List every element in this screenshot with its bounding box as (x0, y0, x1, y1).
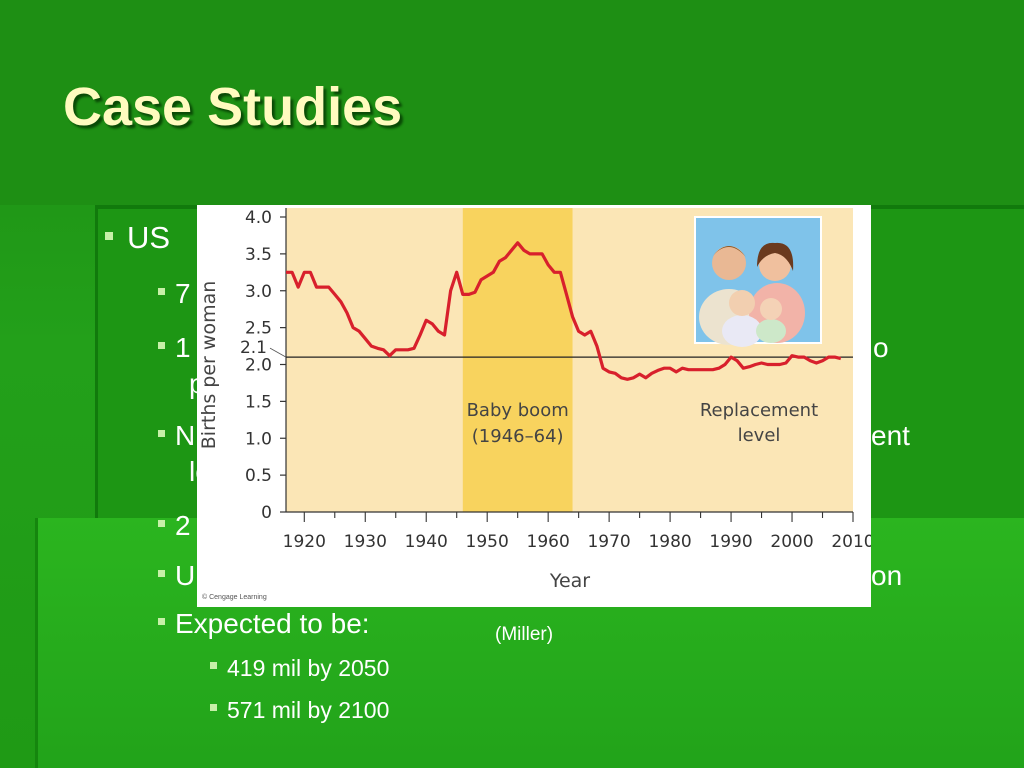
x-tick-label: 2000 (770, 532, 813, 552)
bullet-item: U (158, 560, 195, 592)
bullet-text: 571 mil by 2100 (227, 697, 390, 723)
y-tick-label: 2.0 (245, 356, 272, 376)
slide-title: Case Studies (63, 77, 403, 137)
photo-father-hair (712, 246, 746, 257)
bullet-icon (105, 231, 113, 240)
photo-mother-hair (757, 242, 794, 271)
x-axis: 1920 1930 1940 1950 1960 1970 1980 1990 2000 2010 (283, 511, 875, 552)
bullet-text: Expected to be: (175, 608, 370, 639)
bullet-item: 571 mil by 2100 (210, 697, 389, 724)
y-axis: 0 0.5 1.0 1.5 2.0 2.5 3.0 3.5 4.0 (245, 208, 287, 523)
photo-child-face (729, 290, 755, 316)
y-tick-label: 1.5 (245, 392, 272, 412)
y-tick-label: 3.0 (245, 282, 272, 302)
replacement-label-level: level (738, 425, 781, 446)
bullet-item: US (105, 220, 170, 256)
y-tick-label: 3.5 (245, 245, 272, 265)
y-axis-label: Births per woman (198, 281, 220, 450)
bullet-icon (158, 618, 165, 626)
x-tick-label: 1950 (466, 532, 509, 552)
x-tick-label: 2010 (831, 532, 871, 552)
photo-child-shirt (722, 315, 762, 347)
x-tick-label: 1960 (527, 532, 570, 552)
bullet-icon (210, 704, 217, 712)
family-photo (694, 216, 822, 347)
replacement-leader-line (269, 347, 287, 358)
bullet-item: 7 (158, 278, 191, 310)
replacement-value-label: 2.1 (240, 338, 267, 358)
bullet-item: 419 mil by 2050 (210, 655, 389, 682)
y-tick-label: 4.0 (245, 208, 272, 228)
photo-baby-face (760, 298, 782, 320)
y-tick-label: 2.5 (245, 319, 272, 339)
x-tick-label: 1940 (405, 532, 448, 552)
photo-father-face (712, 246, 746, 280)
baby-boom-range-label: (1946–64) (472, 426, 564, 447)
bullet-text: 1 (175, 332, 191, 363)
x-tick-label: 1970 (587, 532, 630, 552)
bullet-text: U (175, 560, 196, 591)
bullet-text: 2 (175, 510, 191, 541)
x-axis-label: Year (549, 570, 590, 592)
occluded-text-fragment: on (871, 560, 903, 591)
bullet-text: US (127, 220, 171, 255)
occluded-text-fragment: ent (871, 420, 910, 451)
bullet-icon (210, 662, 217, 670)
photo-baby-shirt (756, 319, 786, 343)
bullet-text: 7 (175, 278, 191, 309)
image-caption: (Miller) (495, 624, 554, 645)
bullet-icon (158, 342, 165, 350)
fertility-chart: 00.51.01.52.02.53.03.54.0 1920 1930 1940 19… (198, 208, 875, 592)
photo-child-hair (729, 293, 755, 301)
bullet-text: 419 mil by 2050 (227, 655, 390, 681)
y-tick-label: 0 (261, 503, 272, 523)
x-tick-label: 1920 (283, 532, 326, 552)
bullet-item: N (158, 420, 195, 452)
background-top (0, 0, 1024, 205)
baby-boom-label: Baby boom (467, 400, 569, 421)
y-tick-label: 0.5 (245, 466, 272, 486)
chart-panel: 0 0.5 1.0 1.5 2.0 2.5 3.0 3.5 4.0 1920 1930 1940 19… (197, 205, 875, 607)
x-tick-label: 1990 (709, 532, 752, 552)
bullet-icon (158, 288, 165, 296)
bullet-item: 2 (158, 510, 191, 542)
photo-mother-face (759, 249, 791, 281)
bullet-text: N (175, 420, 196, 451)
replacement-label: Replacement (700, 400, 818, 421)
bullet-icon (158, 520, 165, 528)
bullet-icon (158, 430, 165, 438)
x-tick-label: 1930 (344, 532, 387, 552)
bullet-icon (158, 570, 165, 578)
x-tick-label: 1980 (648, 532, 691, 552)
occluded-text-fragment: o (873, 332, 889, 363)
baby-boom-band (462, 208, 573, 512)
y-tick-label: 1.0 (245, 429, 272, 449)
chart-credit: © Cengage Learning (202, 594, 267, 601)
series-line (286, 241, 842, 381)
bullet-item: 1 (158, 332, 191, 364)
bullet-item: Expected to be: (158, 608, 370, 640)
